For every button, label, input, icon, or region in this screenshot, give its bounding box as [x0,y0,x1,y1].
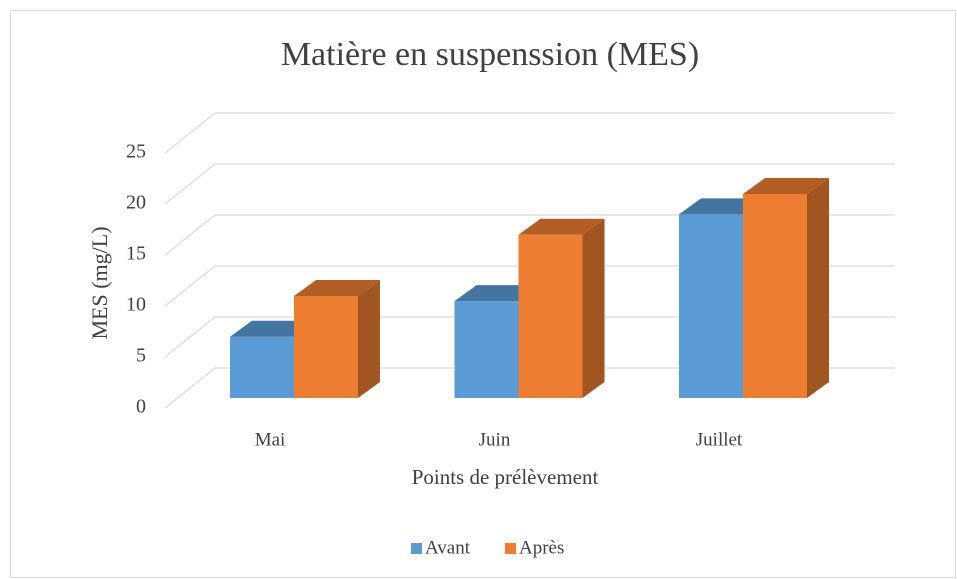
y-tick-label: 10 [126,294,146,316]
y-tick-label: 0 [136,396,146,418]
grid-line [164,163,895,205]
x-tick-label: Juin [479,429,511,450]
y-tick-label: 25 [126,141,146,163]
x-tick-label: Mai [255,429,286,450]
grid-line [164,265,895,307]
bar [743,178,829,398]
legend-label: Avant [425,537,471,558]
y-tick-label: 5 [136,345,146,367]
bar-front [454,301,519,398]
bar-top [518,218,605,235]
y-tick-label: 15 [126,243,146,265]
bar-front [230,336,294,398]
legend-swatch [505,543,516,554]
legend-swatch [411,543,422,554]
x-tick-label: Juillet [696,429,743,450]
bar-front [679,214,743,398]
bar-side [358,280,380,398]
chart-title: Matière en suspenssion (MES) [281,36,699,73]
bar-top [743,178,829,194]
x-axis-label: Points de prélèvement [412,465,599,489]
bar-front [294,296,358,398]
bar-side [582,218,605,398]
bar-front [518,234,583,398]
grid-line [164,367,895,409]
bar [294,280,380,398]
bar-side [807,178,829,398]
y-tick-label: 20 [126,192,146,214]
grid-line [164,316,895,358]
bar-top [294,280,380,296]
grid-line [164,214,895,256]
legend-label: Après [519,537,564,558]
bar [518,218,605,398]
grid-line [164,112,895,154]
bar-front [743,194,807,398]
y-axis-label: MES (mg/L) [87,226,112,339]
